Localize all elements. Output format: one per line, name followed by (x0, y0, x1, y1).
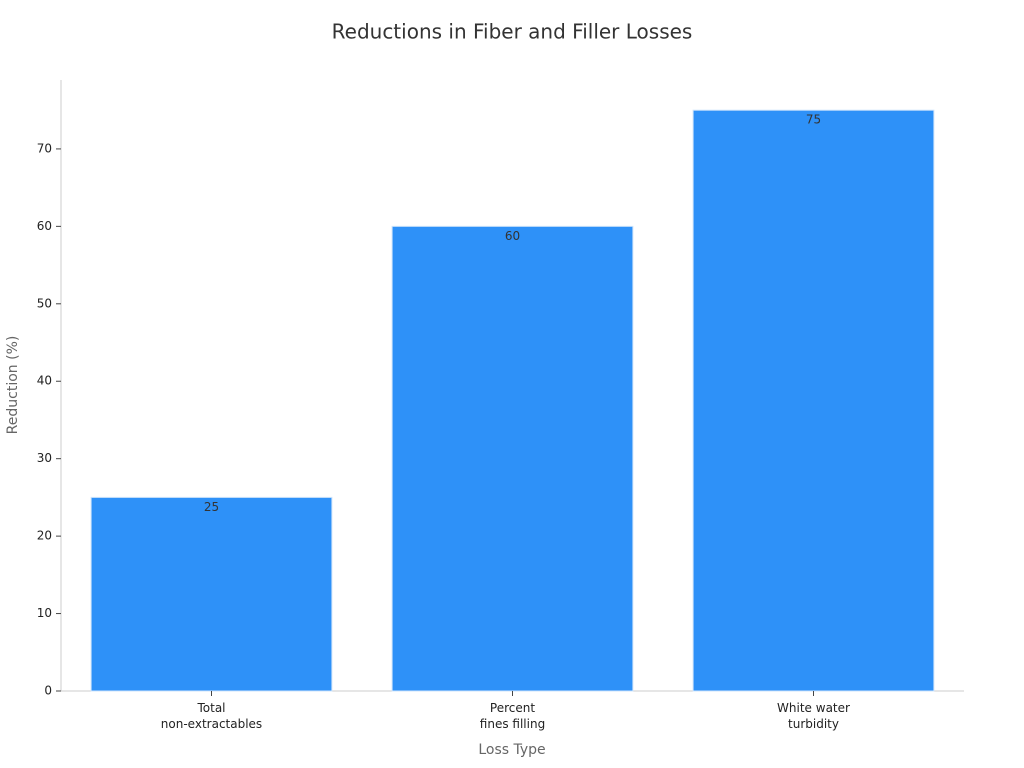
x-tick-label-line: Percent (490, 701, 535, 715)
data-label: 25 (204, 500, 219, 514)
y-tick-label: 60 (37, 219, 52, 233)
y-axis-label: Reduction (%) (5, 336, 21, 435)
y-tick-label: 50 (37, 296, 52, 310)
y-tick-label: 70 (37, 141, 52, 155)
x-tick-label-line: non-extractables (161, 717, 262, 731)
bar (90, 496, 333, 692)
y-tick-label: 20 (37, 529, 52, 543)
x-tick-label-line: fines filling (480, 717, 545, 731)
x-axis-label: Loss Type (478, 742, 545, 758)
x-tick-label: White water turbidity (777, 701, 850, 731)
bar (391, 225, 634, 692)
x-tick-label: Percent fines filling (480, 701, 545, 731)
chart-title: Reductions in Fiber and Filler Losses (332, 20, 693, 44)
x-tick-label-line: Total (196, 701, 225, 715)
data-label: 60 (505, 229, 520, 243)
x-tick-label-line: White water (777, 701, 850, 715)
y-tick-label: 0 (44, 684, 52, 698)
y-tick-label: 10 (37, 606, 52, 620)
data-label: 75 (806, 113, 821, 127)
x-tick-label: Total non-extractables (161, 701, 262, 731)
bar (692, 109, 935, 692)
y-tick-label: 30 (37, 451, 52, 465)
x-tick-label-line: turbidity (788, 717, 839, 731)
y-tick-label: 40 (37, 374, 52, 388)
